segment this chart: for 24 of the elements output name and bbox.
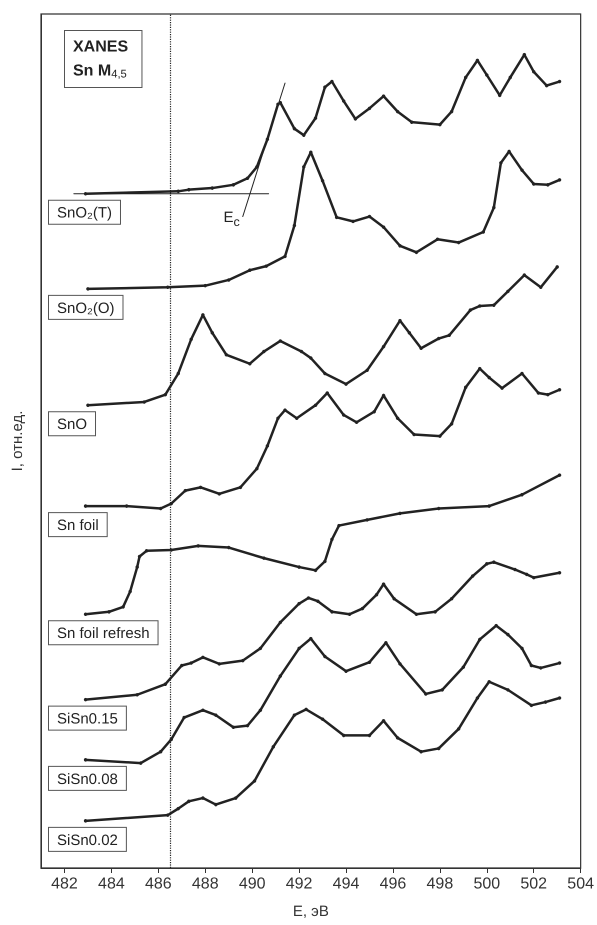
series-label: SnO	[57, 416, 88, 434]
series-label: SiSn0.15	[57, 710, 118, 728]
x-tick-label: 484	[98, 876, 125, 892]
x-tick-label: 490	[238, 876, 266, 892]
series-label: SnO₂(O)	[57, 300, 114, 317]
series-label: SiSn0.08	[57, 770, 118, 788]
series-label: Sn foil refresh	[57, 625, 150, 642]
x-tick-label: 486	[144, 876, 172, 892]
x-tick-label: 504	[567, 876, 594, 892]
x-tick-label: 502	[520, 876, 548, 892]
x-tick-label: 482	[51, 876, 78, 892]
x-tick-label: 500	[473, 876, 500, 892]
x-tick-label: 496	[380, 876, 406, 892]
x-tick-label: 492	[286, 876, 313, 892]
series-label: SnO₂(T)	[57, 204, 112, 222]
y-axis-title: I, отн.ед.	[9, 410, 26, 472]
x-tick-label: 498	[426, 876, 454, 892]
series-label: Sn foil	[57, 517, 99, 534]
annotation: E$_{c}$	[224, 208, 240, 229]
x-tick-label: 488	[192, 876, 219, 892]
series-label: SiSn0.02	[57, 832, 118, 849]
chart-title: XANES	[73, 38, 128, 56]
x-axis-title: E, эВ	[292, 903, 329, 920]
x-tick-label: 494	[332, 876, 360, 892]
